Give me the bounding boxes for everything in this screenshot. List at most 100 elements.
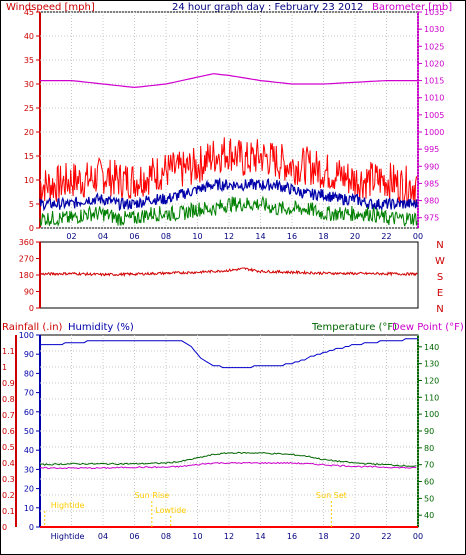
wind-x-tick-label: 22 bbox=[381, 232, 391, 241]
rainfall-tick-label: 0.5 bbox=[2, 443, 15, 452]
temperature-tick-label: 40 bbox=[424, 511, 434, 520]
humidity-tick-label: 70 bbox=[24, 389, 34, 398]
humidity-tick-label: 0 bbox=[29, 523, 34, 532]
weather-x-tick-label: 04 bbox=[98, 532, 108, 541]
wind-right-tick-label: 985 bbox=[424, 179, 439, 188]
rainfall-tick-label: 0.3 bbox=[2, 475, 15, 484]
humidity-tick-label: 10 bbox=[24, 504, 34, 513]
wind-x-tick-label: 10 bbox=[192, 232, 202, 241]
wind-x-tick-label: 12 bbox=[224, 232, 234, 241]
wind-left-tick-label: 0 bbox=[29, 224, 34, 233]
humidity-line bbox=[40, 338, 418, 369]
temperature-tick-label: 60 bbox=[424, 478, 434, 487]
temperature-axis-title: Temperature (°F) bbox=[311, 322, 397, 333]
wind-x-tick-label: 02 bbox=[66, 232, 76, 241]
weather-x-tick-label: 12 bbox=[224, 532, 234, 541]
wind-left-tick-label: 40 bbox=[24, 32, 34, 41]
weather-x-tick-label: 14 bbox=[255, 532, 265, 541]
direction-tick-label: 180 bbox=[19, 271, 34, 280]
rainfall-tick-label: 0.4 bbox=[2, 459, 15, 468]
direction-line bbox=[39, 267, 418, 278]
temperature-line bbox=[39, 451, 417, 467]
dewpoint-axis-title: Dew Point (°F) bbox=[392, 322, 464, 333]
windspeed-axis-title: Windspeed [mph] bbox=[6, 2, 95, 13]
temperature-tick-label: 50 bbox=[424, 494, 434, 503]
weather-x-tick-label: 22 bbox=[381, 532, 391, 541]
temperature-tick-label: 90 bbox=[424, 427, 434, 436]
rainfall-tick-label: 0.2 bbox=[2, 491, 15, 500]
humidity-tick-label: 30 bbox=[24, 465, 34, 474]
wind-right-tick-label: 1020 bbox=[424, 59, 444, 68]
humidity-axis-title: Humidity (%) bbox=[68, 322, 134, 333]
humidity-tick-label: 60 bbox=[24, 408, 34, 417]
wind-x-tick-label: 20 bbox=[350, 232, 360, 241]
rainfall-tick-label: 0 bbox=[2, 523, 7, 532]
rainfall-tick-label: 0.8 bbox=[2, 395, 15, 404]
direction-tick-label: 90 bbox=[24, 288, 34, 297]
wind-left-tick-label: 20 bbox=[24, 128, 34, 137]
humidity-tick-label: 40 bbox=[24, 446, 34, 455]
compass-letter: W bbox=[435, 256, 445, 267]
rainfall-axis-title: Rainfall (.in) bbox=[2, 322, 63, 333]
weather-x-tick-label: 00 bbox=[413, 532, 423, 541]
compass-letter: E bbox=[437, 288, 443, 299]
weather-x-tick-label: 10 bbox=[192, 532, 202, 541]
weather-x-tick-label: 20 bbox=[350, 532, 360, 541]
temperature-tick-label: 70 bbox=[424, 461, 434, 470]
rainfall-tick-label: 1.1 bbox=[2, 347, 15, 356]
wind-right-tick-label: 975 bbox=[424, 214, 439, 223]
wind-right-tick-label: 1005 bbox=[424, 111, 444, 120]
graph-title: 24 hour graph day : February 23 2012 bbox=[172, 2, 363, 13]
wind-right-tick-label: 1025 bbox=[424, 42, 444, 51]
direction-plot-area bbox=[39, 241, 419, 309]
temperature-tick-label: 140 bbox=[424, 343, 439, 352]
weather-x-tick-label: 08 bbox=[161, 532, 171, 541]
wind-left-tick-label: 15 bbox=[24, 152, 34, 161]
wind-x-tick-label: 06 bbox=[129, 232, 139, 241]
weather-x-tick-label: 06 bbox=[129, 532, 139, 541]
wind-left-tick-label: 30 bbox=[24, 80, 34, 89]
event-label: Sun Rise bbox=[135, 491, 170, 500]
direction-tick-label: 0 bbox=[29, 304, 34, 313]
compass-letter: N bbox=[436, 304, 443, 315]
rainfall-tick-label: 0.6 bbox=[2, 427, 15, 436]
wind-right-tick-label: 1010 bbox=[424, 94, 444, 103]
event-label: Hightide bbox=[51, 501, 85, 510]
windspeed_max-line bbox=[39, 137, 418, 205]
wind-left-tick-label: 35 bbox=[24, 56, 34, 65]
wind-right-tick-label: 990 bbox=[424, 162, 439, 171]
humidity-tick-label: 80 bbox=[24, 369, 34, 378]
rainfall-tick-label: 0.9 bbox=[2, 379, 15, 388]
wind-right-tick-label: 1030 bbox=[424, 25, 444, 34]
humidity-tick-label: 90 bbox=[24, 350, 34, 359]
humidity-tick-label: 100 bbox=[19, 331, 34, 340]
temperature-tick-label: 100 bbox=[424, 410, 439, 419]
event-label: Sun Set bbox=[316, 491, 347, 500]
wind-right-tick-label: 995 bbox=[424, 145, 439, 154]
wind-left-tick-label: 10 bbox=[24, 176, 34, 185]
wind-x-tick-label: 04 bbox=[98, 232, 108, 241]
rainfall-tick-label: 0.1 bbox=[2, 507, 15, 516]
wind-right-tick-label: 980 bbox=[424, 197, 439, 206]
direction-tick-label: 360 bbox=[19, 238, 34, 247]
barometer-line bbox=[40, 73, 418, 89]
rainfall-tick-label: 1 bbox=[2, 363, 7, 372]
temperature-tick-label: 130 bbox=[424, 360, 439, 369]
temperature-tick-label: 110 bbox=[424, 393, 439, 402]
rainfall-tick-label: 0.7 bbox=[2, 411, 15, 420]
windspeed_avg-line bbox=[39, 176, 418, 212]
wind-left-tick-label: 5 bbox=[29, 200, 34, 209]
weather-x-tick-label: 16 bbox=[287, 532, 297, 541]
compass-letter: N bbox=[436, 240, 443, 251]
wind-right-tick-label: 1035 bbox=[424, 8, 444, 17]
event-label: Lowtide bbox=[155, 506, 186, 515]
wind-x-tick-label: 16 bbox=[287, 232, 297, 241]
barometer-axis-title: Barometer [mb] bbox=[372, 2, 452, 13]
temperature-tick-label: 80 bbox=[424, 444, 434, 453]
wind-x-tick-label: 14 bbox=[255, 232, 265, 241]
wind-x-tick-label: 00 bbox=[413, 232, 423, 241]
wind-left-tick-label: 45 bbox=[24, 8, 34, 17]
compass-letter: S bbox=[437, 272, 443, 283]
dewpoint-line bbox=[39, 461, 417, 470]
